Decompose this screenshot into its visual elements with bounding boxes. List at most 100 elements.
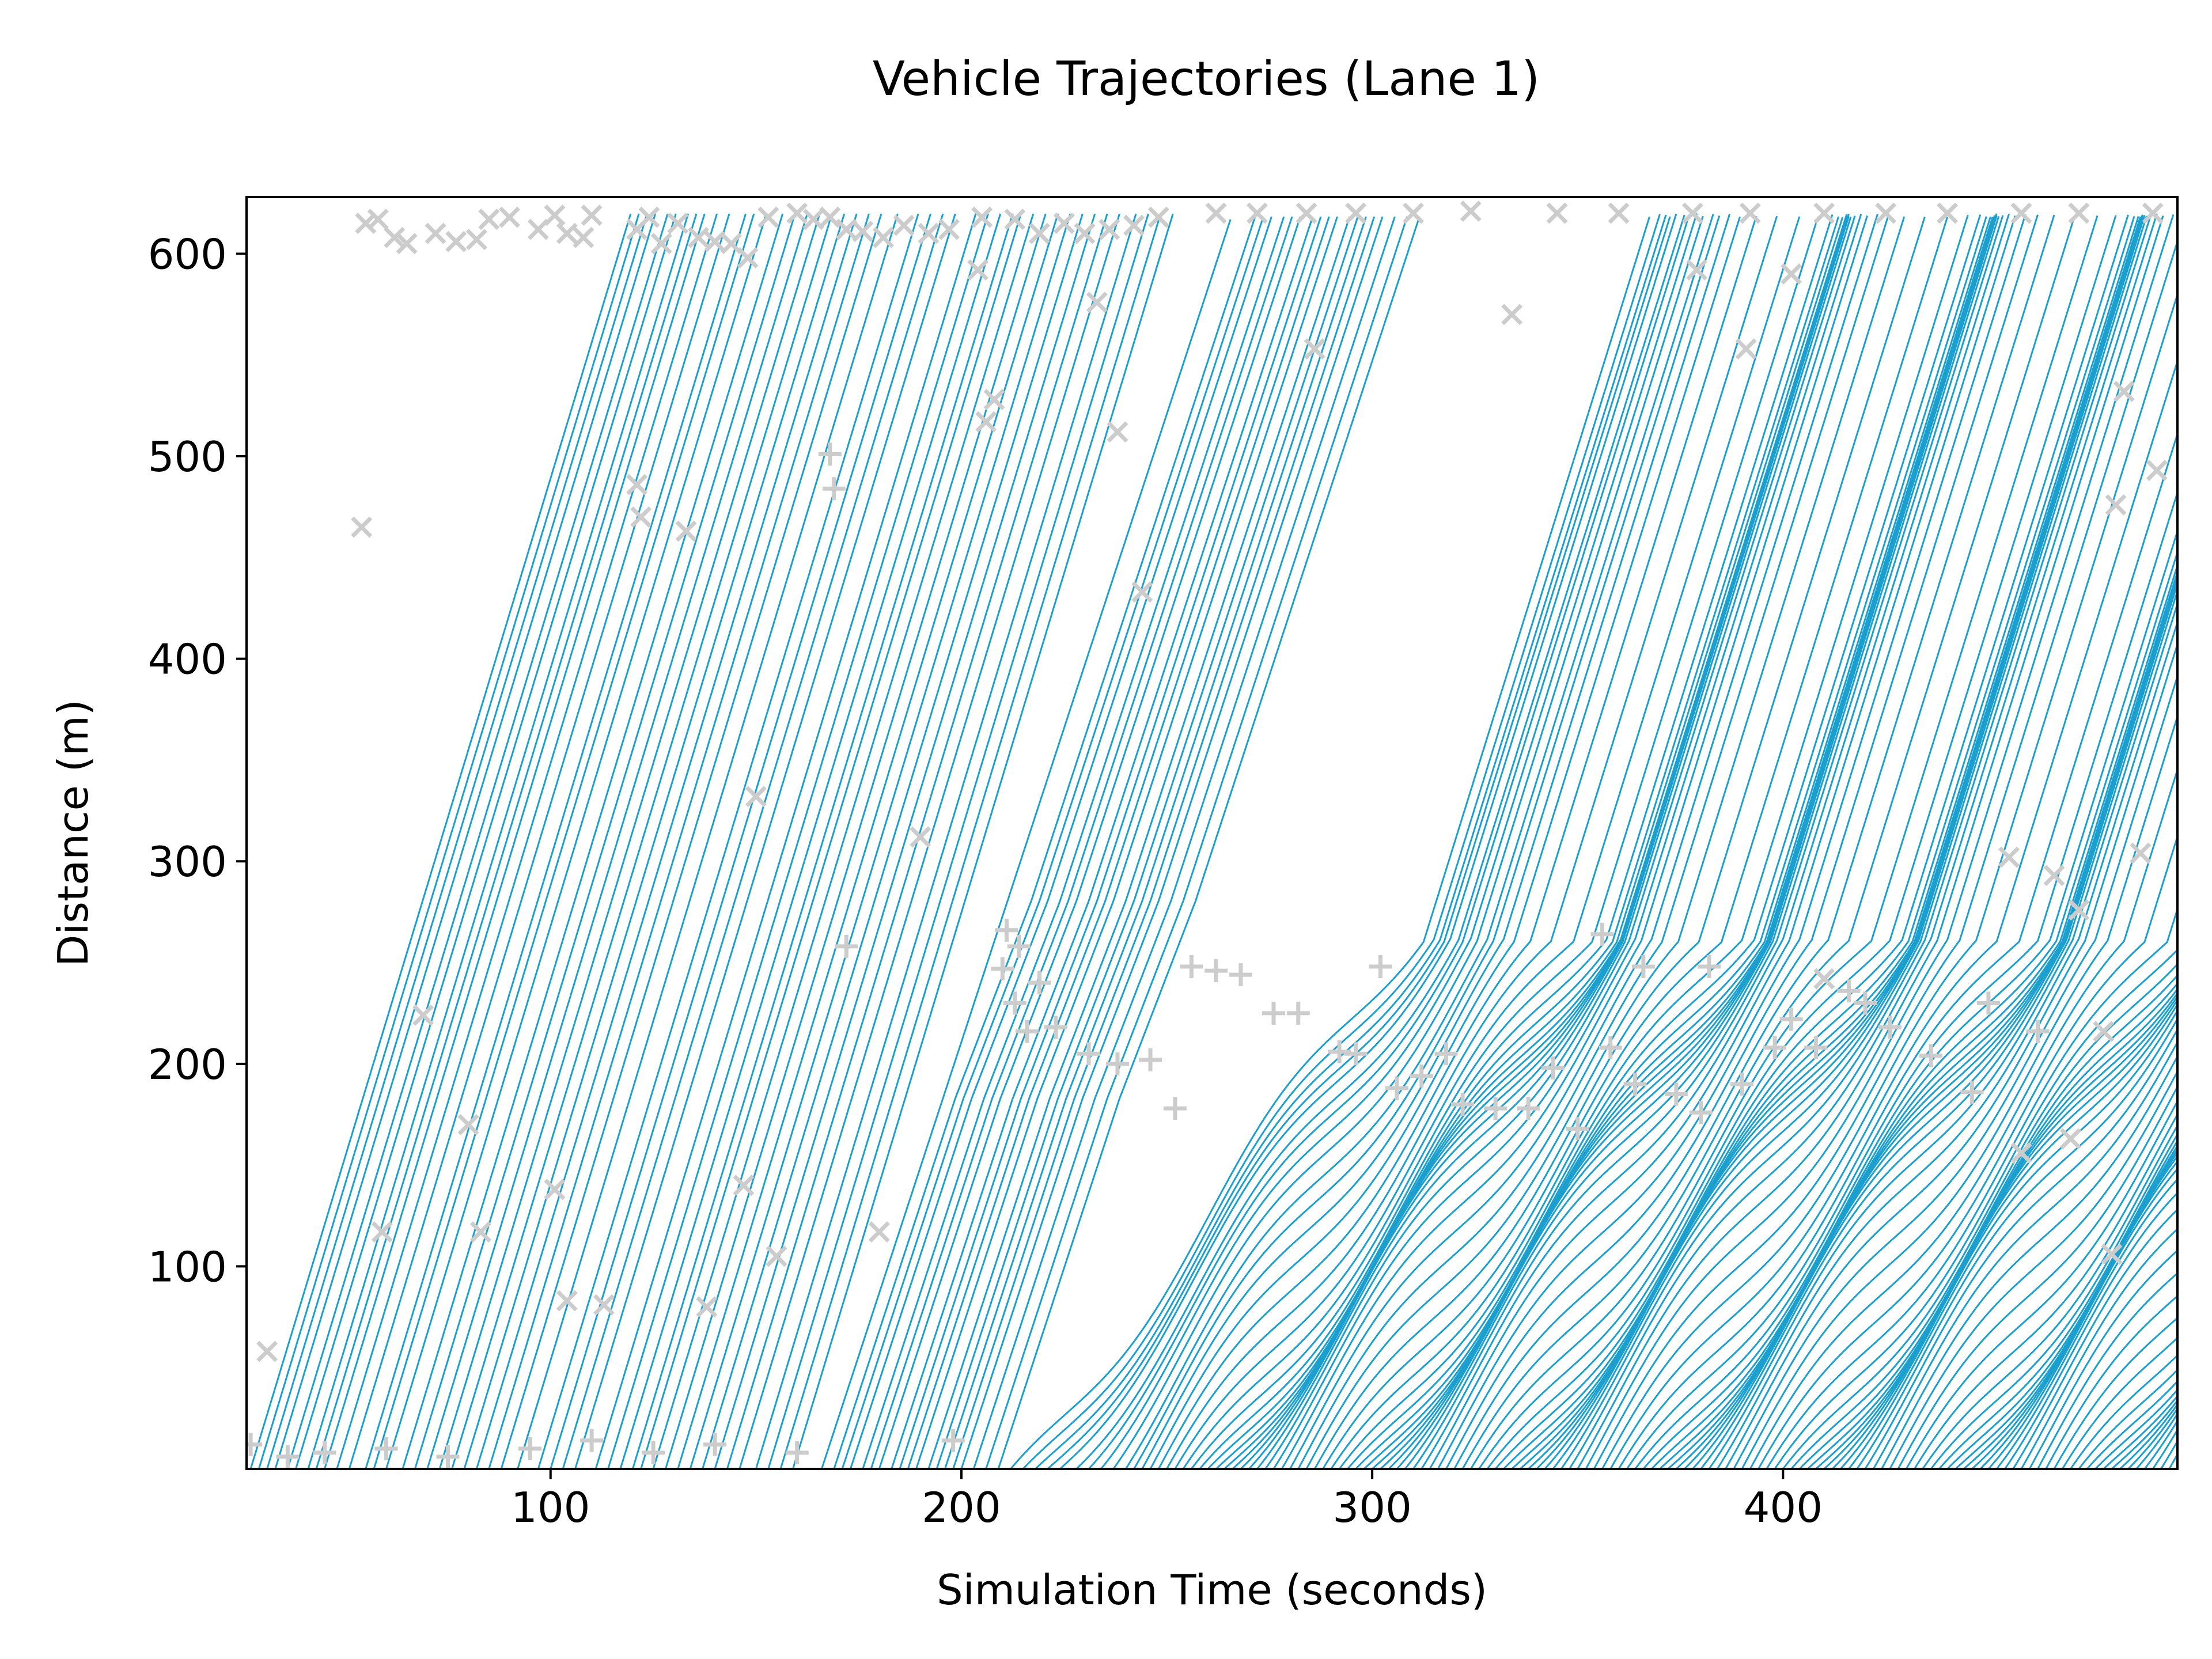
trajectory-line xyxy=(324,213,706,1469)
x-marker xyxy=(1739,202,1761,224)
trajectory-line xyxy=(451,213,833,1469)
trajectory-line xyxy=(1996,1178,2177,1469)
plus-marker xyxy=(1517,1097,1540,1120)
x-marker xyxy=(355,213,377,234)
trajectory-line xyxy=(1503,216,2139,1469)
plus-marker xyxy=(1077,1042,1101,1066)
trajectory-line xyxy=(891,216,1314,1469)
x-marker xyxy=(802,209,824,230)
plus-marker xyxy=(835,934,858,958)
plus-marker xyxy=(1804,1036,1828,1059)
trajectory-line xyxy=(365,213,747,1469)
plus-marker xyxy=(1003,991,1027,1015)
trajectory-line xyxy=(1593,238,2177,1469)
x-marker xyxy=(1402,202,1424,224)
trajectory-line xyxy=(475,213,858,1469)
trajectory-line xyxy=(2062,1336,2177,1469)
trajectory-line xyxy=(1848,1009,2177,1469)
trajectory-line xyxy=(2070,1354,2177,1469)
trajectory-line xyxy=(1035,214,1667,1469)
trajectory-line xyxy=(1059,213,1677,1469)
plus-marker xyxy=(276,1445,300,1468)
x-marker xyxy=(498,206,520,228)
trajectory-line xyxy=(862,216,1285,1469)
plus-marker xyxy=(1044,1016,1067,1039)
trajectory-line xyxy=(1281,215,1868,1469)
plus-marker xyxy=(1484,1097,1508,1120)
trajectory-line xyxy=(767,213,1149,1469)
plus-marker xyxy=(1853,991,1877,1015)
x-marker xyxy=(745,786,767,808)
trajectory-line xyxy=(1421,213,2010,1469)
x-marker xyxy=(1304,338,1325,360)
trajectory-line xyxy=(2028,1249,2177,1469)
trajectory-line xyxy=(1856,1017,2177,1469)
trajectory-line xyxy=(2086,1380,2177,1469)
trajectory-line xyxy=(1569,213,2158,1469)
trajectory-line xyxy=(841,216,1264,1469)
trajectory-line xyxy=(1100,213,1698,1469)
plus-marker xyxy=(1763,1036,1787,1059)
trajectory-line xyxy=(1881,1054,2177,1469)
x-marker xyxy=(650,233,672,255)
trajectory-line xyxy=(1700,588,2177,1469)
plus-marker xyxy=(1369,955,1392,979)
trajectory-line xyxy=(402,213,784,1469)
x-marker xyxy=(626,474,648,495)
x-marker xyxy=(2142,202,2164,224)
y-tick-label: 300 xyxy=(148,838,227,886)
trajectory-line xyxy=(1987,1168,2177,1469)
trajectory-line xyxy=(1938,1139,2177,1469)
trajectory-line xyxy=(295,213,677,1469)
x-marker xyxy=(1086,291,1108,313)
plus-marker xyxy=(1837,979,1861,1003)
trajectory-line xyxy=(1297,217,1889,1469)
trajectory-line xyxy=(1708,601,2177,1469)
x-marker xyxy=(872,226,894,248)
plus-marker xyxy=(580,1429,604,1452)
trajectory-line xyxy=(1322,217,1949,1469)
x-marker xyxy=(967,259,988,281)
trajectory-line xyxy=(2103,1395,2177,1469)
x-marker xyxy=(766,1245,787,1267)
trajectory-line xyxy=(935,216,1359,1469)
trajectory-line xyxy=(1133,215,1721,1469)
trajectory-line xyxy=(1766,906,2177,1469)
x-marker xyxy=(819,206,841,228)
x-marker xyxy=(2060,1128,2082,1150)
x-marker xyxy=(1053,213,1075,234)
plus-marker xyxy=(642,1441,665,1464)
x-marker xyxy=(256,1340,278,1362)
y-tick-label: 200 xyxy=(148,1040,227,1089)
trajectory-line xyxy=(1642,549,2177,1469)
trajectory-line xyxy=(2053,1316,2177,1469)
x-marker xyxy=(2043,865,2065,887)
trajectory-line xyxy=(2143,1419,2177,1469)
x-marker xyxy=(1131,581,1153,603)
plus-marker xyxy=(822,477,846,501)
x-marker xyxy=(667,213,689,234)
plus-marker xyxy=(1262,1001,1285,1025)
x-marker xyxy=(351,516,373,538)
x-marker xyxy=(975,411,997,433)
trajectory-line xyxy=(286,213,669,1469)
y-tick-label: 600 xyxy=(148,230,227,278)
plus-marker xyxy=(1689,1101,1713,1124)
x-marker xyxy=(1107,421,1128,443)
trajectory-line xyxy=(1741,713,2177,1469)
trajectory-line xyxy=(1922,1123,2177,1469)
trajectory-line xyxy=(1544,215,2146,1469)
plus-marker xyxy=(1016,1020,1039,1043)
x-marker xyxy=(1147,206,1169,228)
trajectory-line xyxy=(1914,1112,2177,1469)
trajectory-line xyxy=(1124,214,1714,1469)
trajectory-line xyxy=(640,213,1022,1469)
plot-frame xyxy=(245,196,2179,1470)
trajectory-line xyxy=(1725,641,2177,1469)
x-marker xyxy=(733,1175,755,1196)
x-marker xyxy=(1028,222,1050,244)
trajectory-line xyxy=(2045,1294,2177,1469)
x-marker xyxy=(544,1179,566,1200)
x-marker xyxy=(573,226,594,248)
plus-marker xyxy=(1960,1081,1984,1104)
